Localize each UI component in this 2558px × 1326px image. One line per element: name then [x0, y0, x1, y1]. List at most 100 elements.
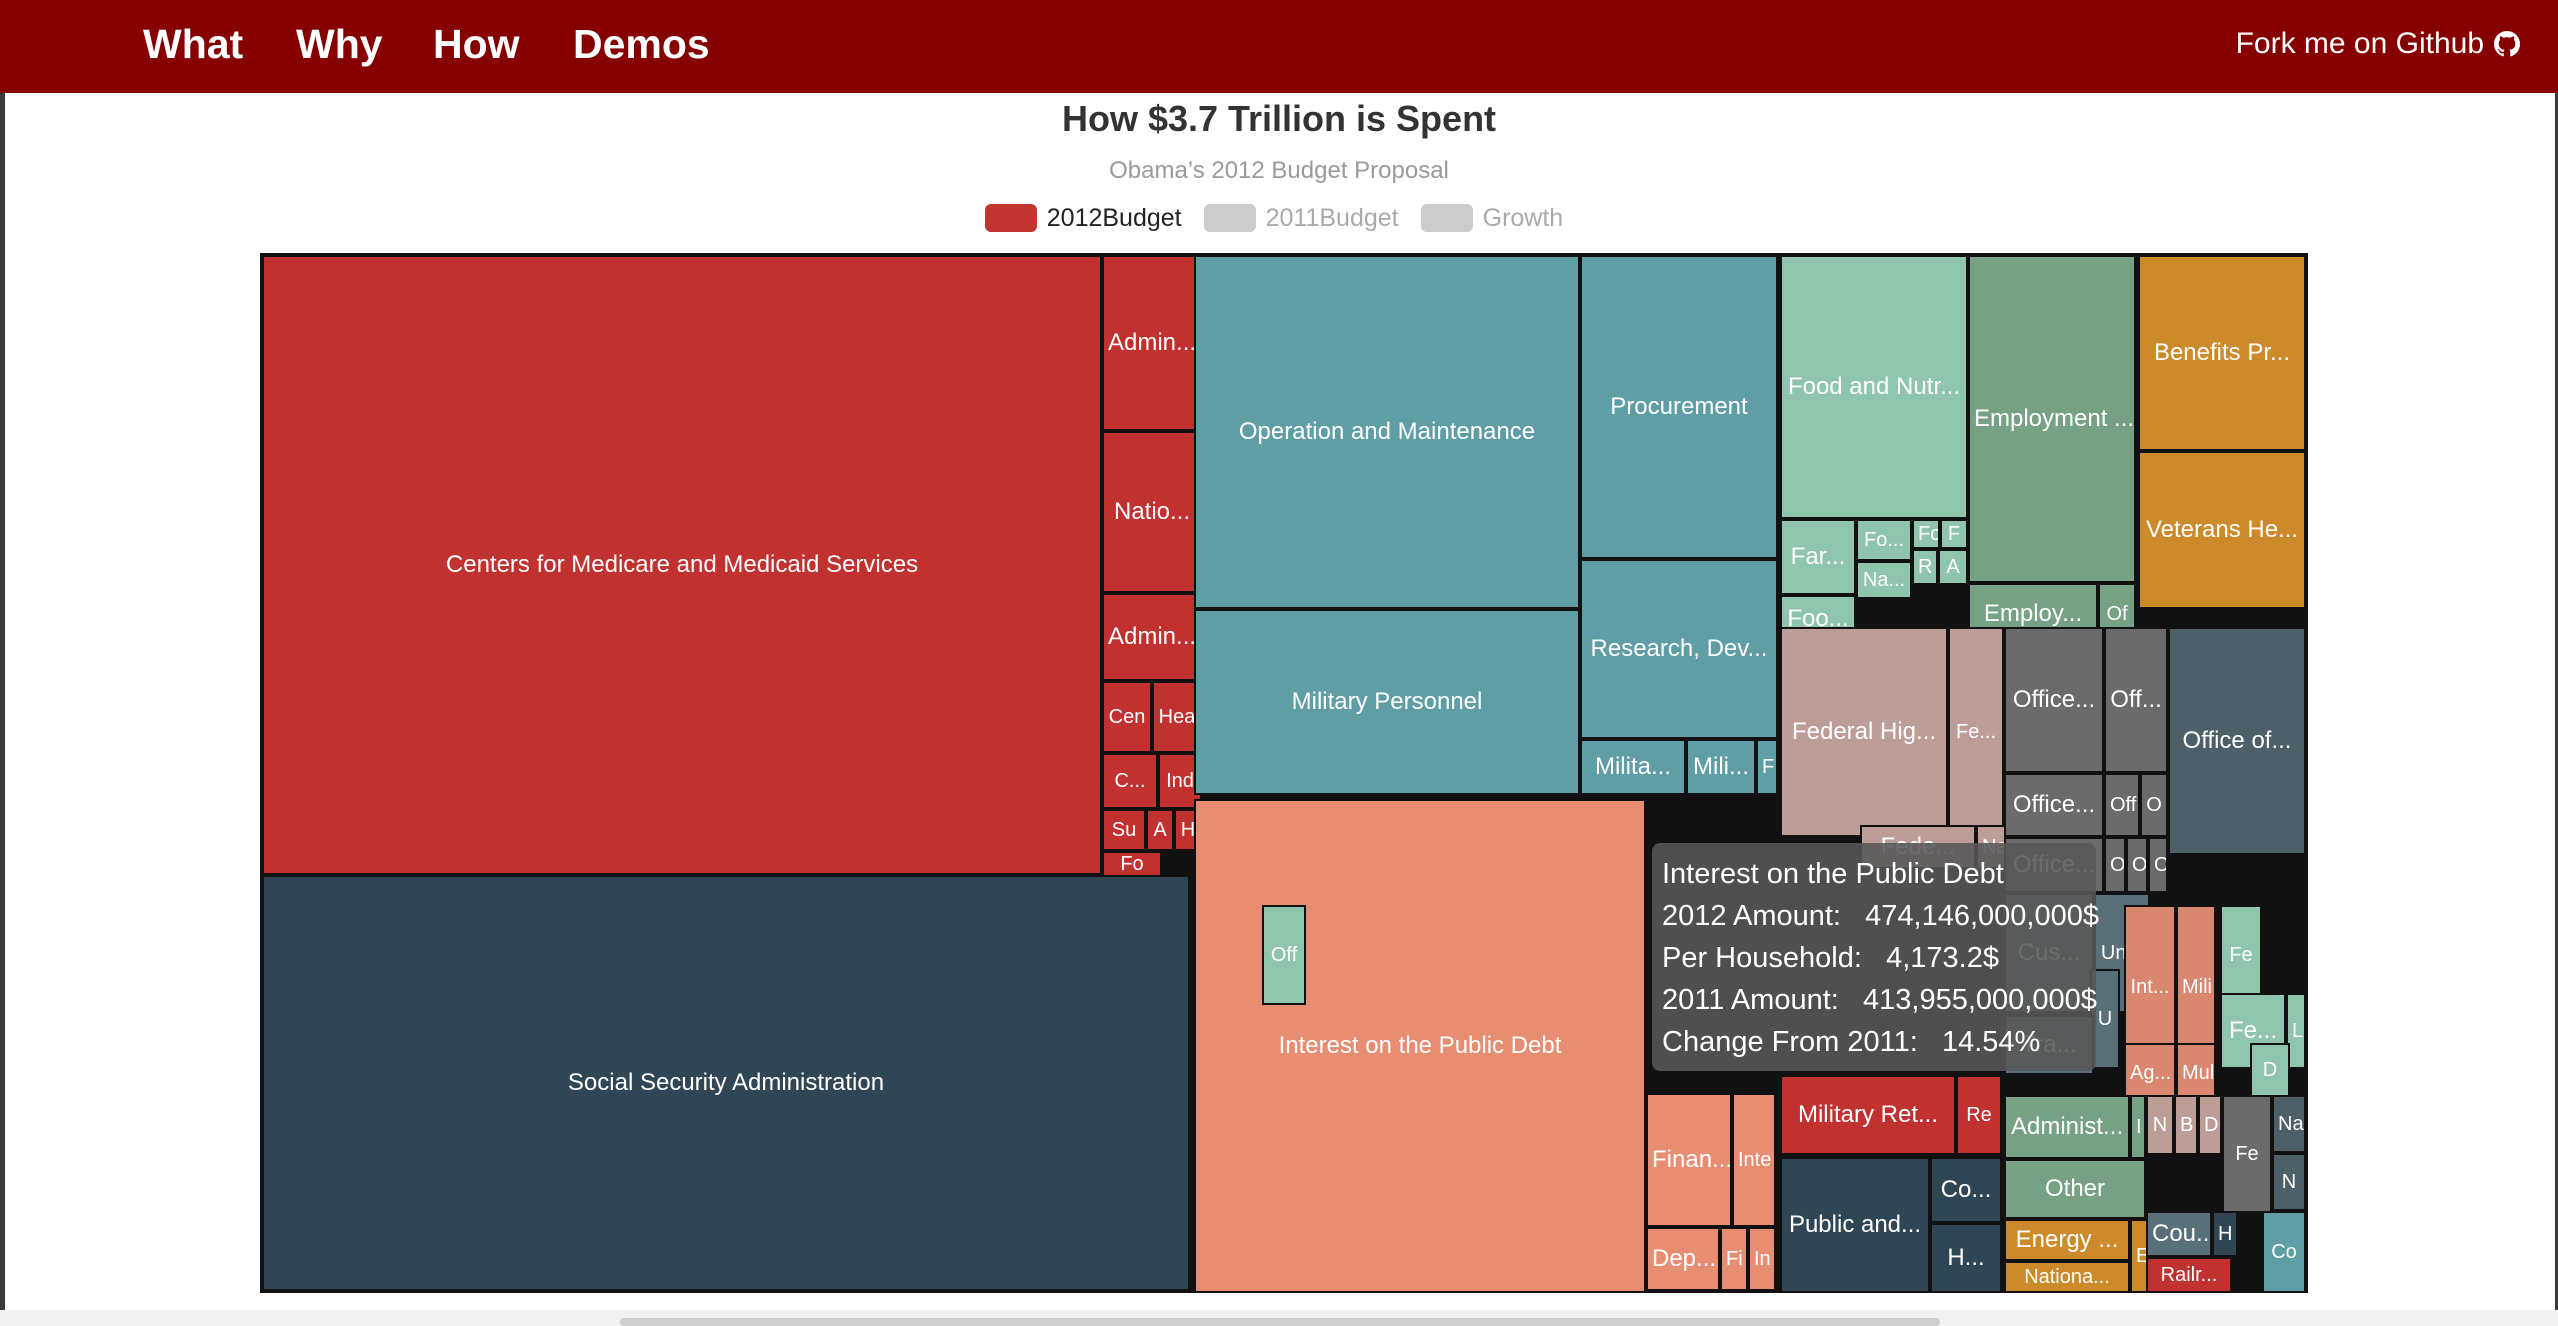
treemap-cell[interactable]: Energy ... — [2004, 1219, 2130, 1261]
treemap-cell[interactable]: O — [2140, 773, 2168, 837]
nav-how-link[interactable]: How — [433, 21, 520, 67]
treemap-cell[interactable]: Ag... — [2124, 1043, 2176, 1103]
treemap-cell[interactable]: Int... — [2124, 905, 2176, 1069]
treemap-cell-label: Office... — [2012, 791, 2096, 818]
tooltip-row: Change From 2011: 14.54% — [1662, 1021, 2086, 1063]
treemap-cell[interactable]: O — [2126, 837, 2148, 893]
treemap-cell-label: Co — [2271, 1240, 2297, 1263]
treemap-cell[interactable]: C... — [1102, 753, 1158, 809]
treemap-cell[interactable]: Off — [2104, 773, 2140, 837]
horizontal-scrollbar[interactable] — [620, 1318, 1940, 1326]
treemap-cell[interactable]: Fo — [1912, 519, 1940, 549]
treemap-cell[interactable]: Nationa... — [2004, 1261, 2130, 1293]
treemap-cell[interactable]: In — [1748, 1227, 1776, 1291]
treemap-cell[interactable]: F — [1756, 739, 1778, 795]
legend-item-growth[interactable]: Growth — [1420, 200, 1574, 236]
treemap-cell[interactable]: F — [1940, 519, 1968, 549]
treemap-cell[interactable]: D — [2198, 1095, 2222, 1155]
treemap-cell[interactable]: Veterans He... — [2138, 451, 2306, 609]
treemap-cell[interactable]: Off — [1262, 905, 1306, 1005]
treemap-cell-label: Interest on the Public Debt — [1278, 1032, 1562, 1059]
treemap-cell[interactable]: Inte — [1732, 1093, 1776, 1227]
nav-what-link[interactable]: What — [143, 21, 244, 67]
treemap-cell[interactable]: Milita... — [1580, 739, 1686, 795]
treemap-cell[interactable]: A — [1938, 549, 1968, 585]
nav-demos-link[interactable]: Demos — [573, 21, 710, 67]
treemap-cell[interactable]: Employment ... — [1968, 255, 2136, 583]
treemap-cell[interactable]: Admin... — [1102, 255, 1202, 431]
treemap-cell[interactable]: H... — [1930, 1223, 2002, 1293]
legend-item-2012budget[interactable]: 2012Budget — [984, 200, 1192, 236]
treemap-cell[interactable]: Research, Dev... — [1580, 559, 1778, 739]
nav-why-link[interactable]: Why — [296, 21, 383, 67]
treemap-cell[interactable]: Far... — [1780, 519, 1856, 595]
treemap-cell[interactable]: Office of... — [2168, 627, 2306, 855]
treemap-cell[interactable]: Operation and Maintenance — [1194, 255, 1580, 609]
treemap-cell[interactable]: Na — [2272, 1095, 2306, 1153]
chart-subtitle: Obama’s 2012 Budget Proposal — [1109, 157, 1449, 184]
treemap-cell[interactable]: H — [2212, 1211, 2238, 1257]
treemap-cell[interactable]: Na... — [1856, 561, 1912, 599]
treemap-cell[interactable]: Fe — [2220, 905, 2262, 1005]
treemap-cell[interactable]: Admin... — [1102, 593, 1202, 681]
treemap-cell[interactable]: A — [1146, 809, 1174, 851]
treemap-cell-label: I — [2136, 1115, 2142, 1138]
treemap-cell[interactable]: Food and Nutr... — [1780, 255, 1968, 519]
treemap-cell[interactable]: Fo — [1102, 851, 1162, 877]
treemap-cell[interactable]: Mili... — [1686, 739, 1756, 795]
treemap-cell[interactable]: Fe — [2222, 1095, 2272, 1213]
treemap-cell[interactable]: Military Ret... — [1780, 1075, 1956, 1155]
treemap-cell-label: Off — [1270, 943, 1298, 966]
treemap-cell[interactable]: Interest on the Public Debt — [1194, 799, 1646, 1293]
treemap-cell[interactable]: Other — [2004, 1159, 2146, 1219]
treemap-cell-label: Co... — [1940, 1176, 1992, 1203]
treemap-cell[interactable]: N — [2272, 1153, 2306, 1211]
treemap-cell[interactable]: Mul — [2176, 1043, 2216, 1103]
treemap-cell-label: Public and... — [1788, 1211, 1922, 1238]
treemap-cell[interactable]: B — [2174, 1095, 2198, 1155]
treemap-cell[interactable]: L — [2286, 993, 2306, 1069]
treemap-cell[interactable]: Cen — [1102, 681, 1152, 753]
treemap-cell-label: Fi — [1726, 1247, 1743, 1270]
treemap-cell-label: Fe... — [2228, 1017, 2277, 1044]
treemap-cell-label: H... — [1947, 1244, 1985, 1271]
treemap-cell[interactable]: Off... — [2104, 627, 2168, 773]
tooltip-row-value: 474,146,000,000$ — [1865, 900, 2099, 932]
treemap-cell[interactable]: Social Security Administration — [262, 875, 1190, 1291]
treemap-cell[interactable]: Benefits Pr... — [2138, 255, 2306, 451]
legend-label: 2011Budget — [1265, 203, 1399, 232]
treemap-cell[interactable]: Co... — [1930, 1157, 2002, 1223]
treemap-cell[interactable]: Federal Hig... — [1780, 627, 1948, 837]
treemap-cell[interactable]: N — [2146, 1095, 2174, 1155]
treemap-cell[interactable]: Office... — [2004, 773, 2104, 837]
treemap-cell[interactable]: Natio... — [1102, 431, 1202, 593]
treemap-cell[interactable]: Cou... — [2146, 1211, 2212, 1257]
treemap-cell[interactable]: Fi — [1720, 1227, 1748, 1291]
treemap-cell[interactable]: Re — [1956, 1075, 2002, 1155]
treemap-cell[interactable]: Fe... — [1948, 627, 2004, 837]
treemap-cell[interactable]: Administ... — [2004, 1095, 2130, 1159]
treemap-cell[interactable]: O — [2104, 837, 2126, 893]
treemap-cell[interactable]: Fo... — [1856, 519, 1912, 561]
treemap-cell[interactable]: I — [2130, 1095, 2146, 1159]
treemap-cell[interactable]: Office... — [2004, 627, 2104, 773]
treemap-cell[interactable]: Procurement — [1580, 255, 1778, 559]
treemap-cell[interactable]: Dep... — [1646, 1227, 1720, 1291]
treemap-cell[interactable]: Mili — [2176, 905, 2216, 1069]
treemap-cell-label: R — [1918, 555, 1933, 578]
treemap-cell-label: D — [2262, 1058, 2278, 1081]
treemap-cell[interactable]: D — [2250, 1043, 2290, 1097]
fork-github-link[interactable]: Fork me on Github — [2236, 22, 2520, 66]
treemap-cell[interactable]: Hea — [1152, 681, 1202, 753]
treemap-cell[interactable]: R — [1912, 549, 1938, 585]
treemap-cell-label: Natio... — [1113, 498, 1191, 525]
treemap-cell[interactable]: Finan... — [1646, 1093, 1732, 1227]
treemap-cell[interactable]: Centers for Medicare and Medicaid Servic… — [262, 255, 1102, 875]
treemap-cell[interactable]: Co — [2262, 1211, 2306, 1293]
treemap-cell[interactable]: Su — [1102, 809, 1146, 851]
treemap-cell[interactable]: Military Personnel — [1194, 609, 1580, 795]
legend-item-2011budget[interactable]: 2011Budget — [1203, 200, 1409, 236]
treemap-cell[interactable]: Public and... — [1780, 1157, 1930, 1293]
treemap-cell[interactable]: Railr... — [2146, 1257, 2232, 1293]
treemap-cell[interactable]: O — [2148, 837, 2168, 893]
